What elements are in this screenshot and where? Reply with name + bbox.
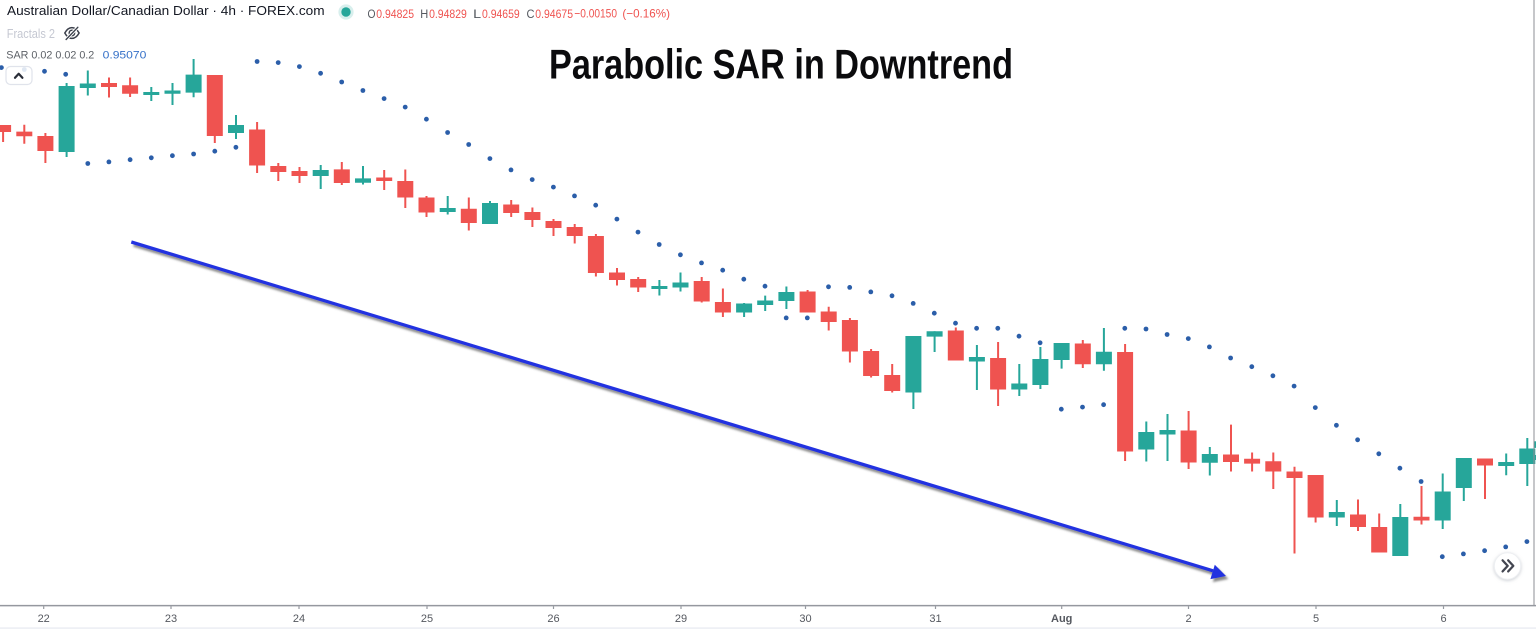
svg-text:C: C <box>527 7 535 21</box>
svg-text:6: 6 <box>1440 613 1446 625</box>
svg-text:0.94829: 0.94829 <box>429 7 467 21</box>
svg-text:0.95070: 0.95070 <box>103 50 147 62</box>
svg-text:25: 25 <box>421 613 433 625</box>
svg-text:26: 26 <box>547 613 559 625</box>
svg-text:Australian Dollar/Canadian Dol: Australian Dollar/Canadian Dollar · 4h ·… <box>7 4 325 18</box>
svg-text:Parabolic SAR in Downtrend: Parabolic SAR in Downtrend <box>549 41 1013 88</box>
svg-text:O: O <box>368 7 376 21</box>
svg-text:Fractals 2: Fractals 2 <box>7 27 55 41</box>
svg-text:30: 30 <box>799 613 811 625</box>
svg-text:0.94675: 0.94675 <box>535 7 573 21</box>
svg-text:24: 24 <box>293 613 305 625</box>
svg-text:23: 23 <box>165 613 177 625</box>
svg-text:0.94659: 0.94659 <box>482 7 520 21</box>
svg-text:0.94825: 0.94825 <box>376 7 414 21</box>
svg-text:H: H <box>420 7 428 21</box>
svg-text:29: 29 <box>675 613 687 625</box>
svg-text:2: 2 <box>1185 613 1191 625</box>
svg-text:31: 31 <box>929 613 941 625</box>
svg-text:(−0.16%): (−0.16%) <box>622 7 670 21</box>
svg-text:5: 5 <box>1313 613 1319 625</box>
svg-text:SAR 0.02 0.02 0.2: SAR 0.02 0.02 0.2 <box>6 50 94 62</box>
svg-text:Aug: Aug <box>1051 613 1072 625</box>
svg-text:L: L <box>473 7 481 21</box>
svg-text:−0.00150: −0.00150 <box>574 7 617 21</box>
svg-text:22: 22 <box>38 613 50 625</box>
